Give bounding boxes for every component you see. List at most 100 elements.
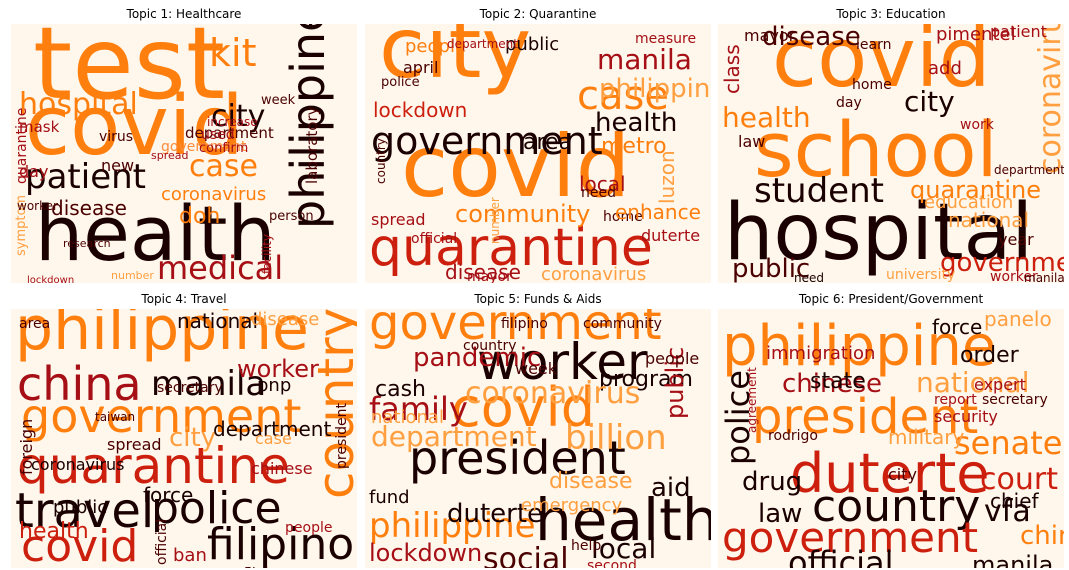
cloud-word: worker — [477, 333, 648, 391]
cloud-word: need — [794, 271, 824, 283]
panel-title: Topic 3: Education — [836, 7, 946, 21]
wordcloud-panel: Topic 1: Healthcare test covid health hospit… — [11, 4, 357, 284]
cloud-word: community — [455, 200, 591, 228]
cloud-word: philippine — [369, 506, 536, 546]
wordcloud: covid school hospital student health city dise… — [718, 24, 1064, 283]
cloud-word: public — [505, 34, 560, 55]
cloud-word: work — [960, 117, 994, 133]
cloud-word: national — [371, 407, 444, 428]
cloud-word: second — [587, 558, 637, 568]
cloud-word: law — [738, 132, 766, 151]
cloud-word: year — [998, 230, 1034, 249]
cloud-word: lockdown — [27, 275, 75, 284]
cloud-word: president — [409, 431, 626, 485]
cloud-word: university — [886, 267, 956, 283]
cloud-word: facility — [260, 234, 274, 274]
cloud-word: people — [405, 36, 467, 57]
cloud-word: spread — [107, 435, 162, 454]
cloud-word: class — [720, 44, 744, 94]
cloud-word: coronavirus — [541, 264, 647, 284]
panel-title: Topic 2: Quarantine — [479, 7, 597, 21]
cloud-word: city — [379, 24, 532, 97]
cloud-word: case — [255, 429, 292, 448]
cloud-word: metro — [601, 134, 667, 159]
cloud-word: pnp — [257, 375, 292, 396]
cloud-word: philippine — [722, 314, 997, 379]
cloud-word: president — [752, 389, 979, 445]
cloud-word: mayor — [744, 26, 796, 45]
cloud-word: laboratory — [303, 106, 321, 184]
cloud-word: program — [599, 367, 693, 392]
cloud-word: official — [154, 518, 170, 565]
cloud-word: expert — [974, 375, 1026, 394]
cloud-word: day — [836, 95, 862, 111]
cloud-word: need — [581, 185, 616, 201]
cloud-word: filipino — [207, 519, 355, 568]
cloud-word: coronavirus — [31, 455, 125, 474]
cloud-word: court — [980, 462, 1058, 497]
cloud-word: case — [189, 149, 258, 184]
cloud-word: school — [754, 105, 998, 194]
cloud-word: secretary — [157, 380, 223, 396]
cloud-word: national — [177, 309, 259, 333]
cloud-word: patient — [990, 24, 1047, 41]
cloud-word: country — [463, 338, 517, 354]
cloud-word: quarantine — [910, 176, 1041, 204]
cloud-word: week — [515, 359, 558, 378]
cloud-word: government — [161, 139, 247, 155]
cloud-word: manila — [597, 43, 692, 76]
cloud-word: philippine — [599, 74, 711, 104]
cloud-word: drug — [742, 467, 803, 497]
cloud-word: duterte — [641, 226, 701, 245]
cloud-word: china — [1020, 521, 1064, 551]
panel-title: Topic 6: President/Government — [798, 292, 984, 306]
cloud-word: official — [788, 544, 894, 568]
cloud-word: duterte — [790, 442, 990, 505]
cloud-word: community — [583, 316, 662, 332]
cloud-word: emergency — [521, 495, 623, 516]
cloud-word: used — [201, 127, 235, 143]
cloud-word: coronavirus — [161, 184, 267, 205]
cloud-word: area — [523, 130, 573, 155]
cloud-word: department — [994, 163, 1064, 177]
cloud-word: country — [812, 481, 981, 532]
cloud-word: national — [916, 366, 1030, 399]
cloud-word: city — [169, 423, 217, 453]
cloud-word: security — [934, 407, 998, 426]
wordcloud: government worker covid president health fami… — [365, 309, 711, 568]
cloud-word: department — [185, 124, 274, 142]
cloud-word: help — [571, 538, 602, 554]
cloud-word: covid — [25, 79, 244, 174]
cloud-word: student — [754, 171, 884, 211]
cloud-word: covid — [451, 376, 595, 439]
wordcloud-panel: Topic 4: Travel philippine china manila gove… — [11, 289, 357, 569]
cloud-word: city — [904, 85, 955, 118]
cloud-word: case — [577, 73, 669, 119]
cloud-word: disease — [251, 309, 320, 330]
cloud-word: law — [758, 499, 803, 529]
cloud-word: order — [960, 343, 1019, 368]
cloud-word: lockdown — [369, 539, 483, 567]
wordcloud-panel: Topic 6: President/Government philippine p… — [718, 289, 1064, 569]
cloud-word: number — [488, 197, 502, 244]
cloud-word: official — [411, 231, 458, 247]
cloud-word: philippine — [15, 309, 309, 364]
cloud-word: senate — [954, 424, 1063, 462]
cloud-word: day — [19, 162, 49, 181]
cloud-word: department — [371, 420, 537, 453]
cloud-word: luzon — [655, 150, 679, 204]
cloud-word: home — [852, 77, 892, 93]
cloud-word: manila — [151, 364, 267, 404]
cloud-word: aid — [651, 473, 691, 503]
cloud-word: enhance — [615, 200, 701, 224]
cloud-word: cash — [375, 377, 426, 402]
panel-title: Topic 4: Travel — [141, 292, 227, 306]
cloud-word: manila — [972, 551, 1054, 568]
cloud-word: country — [374, 138, 388, 184]
cloud-word: add — [928, 58, 962, 79]
cloud-word: force — [932, 315, 983, 339]
cloud-word: coronavirus — [465, 376, 641, 411]
cloud-word: health — [595, 108, 678, 138]
cloud-word: public — [732, 254, 811, 283]
cloud-word: filipino — [501, 316, 548, 332]
